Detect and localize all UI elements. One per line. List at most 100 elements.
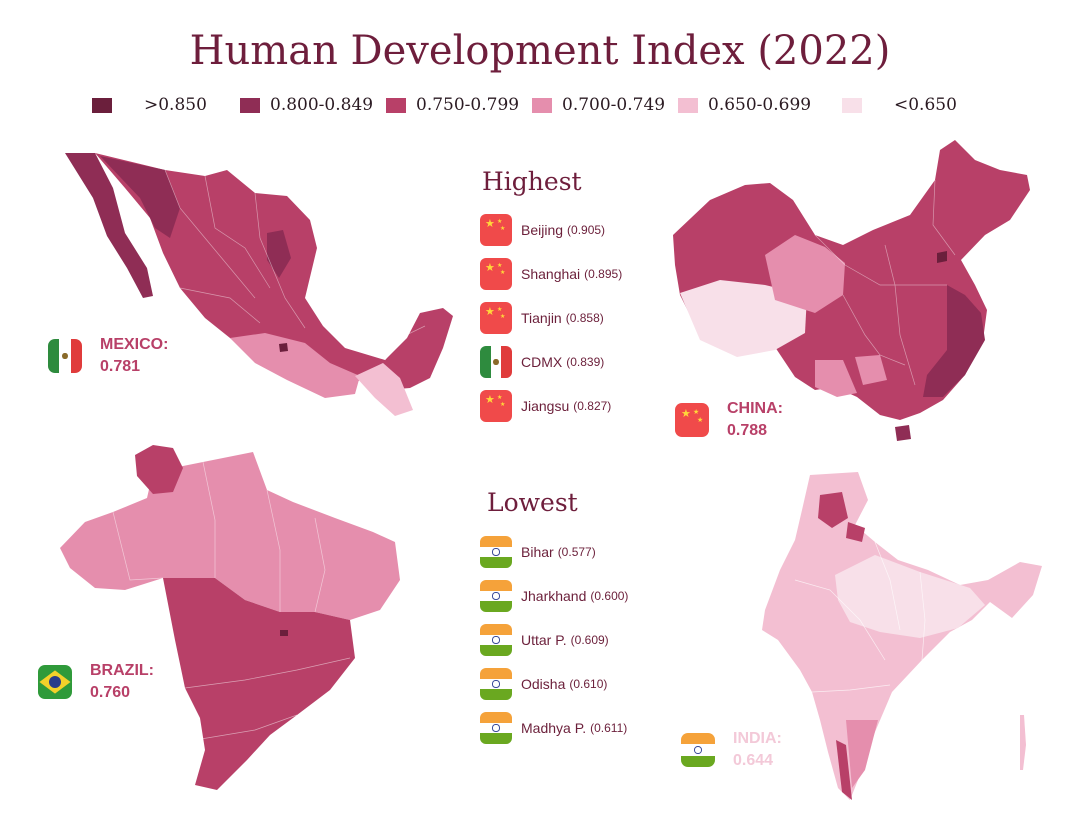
- india-flag-icon: [480, 668, 512, 700]
- brazil-state-borders: [112, 461, 351, 741]
- india-kerala: [836, 740, 852, 800]
- india-flag-icon: [480, 580, 512, 612]
- china-flag-icon: ★ ★ ★: [480, 214, 512, 246]
- region-value: (0.600): [590, 589, 629, 603]
- legend-label: 0.800-0.849: [270, 95, 374, 115]
- legend-swatch: [842, 97, 862, 113]
- list-item: Jharkhand (0.600): [480, 579, 628, 613]
- china-flag-icon: ★ ★ ★: [480, 302, 512, 334]
- region-value: (0.839): [566, 355, 605, 369]
- region-name: Bihar: [521, 544, 554, 560]
- india-map: [762, 472, 1042, 800]
- china-badge: ★ ★ ★ CHINA: 0.788: [675, 398, 783, 442]
- region-value: (0.610): [569, 677, 608, 691]
- china-yunnan: [815, 360, 857, 397]
- india-andaman-islands: [1020, 715, 1026, 770]
- india-deccan: [812, 650, 885, 710]
- legend-item: >0.850: [92, 92, 207, 118]
- china-hainan: [895, 425, 911, 441]
- list-item: Bihar (0.577): [480, 535, 596, 569]
- mexico-north-dark: [100, 156, 180, 238]
- list-item: Odisha (0.610): [480, 667, 607, 701]
- country-label: CHINA: 0.788: [727, 398, 783, 442]
- mexico-flag-icon: [480, 346, 512, 378]
- region-name: Shanghai: [521, 266, 581, 282]
- mexico-nuevo-leon: [267, 230, 291, 278]
- brazil-map: [60, 445, 400, 790]
- india-mainland: [762, 472, 1042, 800]
- legend-item: 0.650-0.699: [678, 92, 811, 118]
- china-east-coast: [923, 285, 985, 397]
- legend-swatch: [92, 97, 112, 113]
- brazil-flag-icon: [38, 665, 72, 699]
- mexico-south-light: [230, 333, 360, 398]
- country-name: MEXICO:: [100, 336, 169, 353]
- country-hdi: 0.644: [733, 752, 774, 769]
- brazil-north: [60, 452, 400, 620]
- region-value: (0.611): [590, 721, 628, 735]
- legend-label: 0.700-0.749: [562, 95, 666, 115]
- region-value: (0.858): [565, 311, 604, 325]
- india-state-borders: [794, 541, 926, 693]
- china-guizhou: [855, 355, 887, 385]
- china-flag-icon: ★ ★ ★: [480, 258, 512, 290]
- region-name: Madhya P.: [521, 720, 587, 736]
- brazil-distrito-federal: [280, 630, 288, 636]
- legend-swatch: [240, 97, 260, 113]
- legend-item: <0.650: [842, 92, 957, 118]
- legend-swatch: [386, 97, 406, 113]
- mexico-cdmx: [279, 343, 288, 352]
- legend-label: 0.750-0.799: [416, 95, 520, 115]
- india-tamil-nadu: [846, 720, 878, 788]
- legend-swatch: [532, 97, 552, 113]
- legend-label: >0.850: [144, 95, 207, 115]
- country-name: INDIA:: [733, 730, 782, 747]
- mexico-map: [65, 153, 453, 416]
- region-value: (0.905): [567, 223, 606, 237]
- list-item: ★ ★ ★ Jiangsu (0.827): [480, 389, 611, 423]
- lowest-title: Lowest: [487, 488, 578, 517]
- brazil-roraima: [135, 445, 183, 494]
- india-flag-icon: [480, 624, 512, 656]
- list-item: ★ ★ ★ Beijing (0.905): [480, 213, 605, 247]
- list-item: ★ ★ ★ Tianjin (0.858): [480, 301, 604, 335]
- legend-swatch: [678, 97, 698, 113]
- brazil-badge: BRAZIL: 0.760: [38, 660, 154, 704]
- list-item: Madhya P. (0.611): [480, 711, 627, 745]
- region-value: (0.577): [557, 545, 596, 559]
- india-flag-icon: [681, 733, 715, 767]
- china-map: [673, 140, 1030, 441]
- china-beijing: [937, 251, 947, 263]
- country-label: INDIA: 0.644: [733, 728, 782, 772]
- mexico-badge: MEXICO: 0.781: [48, 334, 168, 378]
- country-hdi: 0.760: [90, 684, 131, 701]
- region-name: Jiangsu: [521, 398, 570, 414]
- legend: >0.850 0.800-0.849 0.750-0.799 0.700-0.7…: [90, 92, 990, 118]
- country-label: MEXICO: 0.781: [100, 334, 168, 378]
- country-label: BRAZIL: 0.760: [90, 660, 154, 704]
- region-value: (0.609): [570, 633, 609, 647]
- china-flag-icon: ★ ★ ★: [675, 403, 709, 437]
- list-item: ★ ★ ★ Shanghai (0.895): [480, 257, 622, 291]
- legend-label: 0.650-0.699: [708, 95, 812, 115]
- chart-title: Human Development Index (2022): [189, 28, 891, 74]
- legend-item: 0.750-0.799: [386, 92, 519, 118]
- legend-item: 0.700-0.749: [532, 92, 665, 118]
- mexico-flag-icon: [48, 339, 82, 373]
- region-name: CDMX: [521, 354, 563, 370]
- region-name: Uttar P.: [521, 632, 567, 648]
- mexico-baja-peninsula: [65, 153, 153, 298]
- india-himachal: [846, 522, 865, 542]
- legend-item: 0.800-0.849: [240, 92, 373, 118]
- country-name: BRAZIL:: [90, 662, 154, 679]
- region-value: (0.895): [584, 267, 623, 281]
- country-name: CHINA:: [727, 400, 783, 417]
- region-name: Jharkhand: [521, 588, 587, 604]
- region-name: Odisha: [521, 676, 566, 692]
- legend-label: <0.650: [894, 95, 957, 115]
- india-flag-icon: [480, 536, 512, 568]
- mexico-southeast-pale: [355, 363, 413, 416]
- mexico-state-borders: [164, 169, 426, 361]
- list-item: Uttar P. (0.609): [480, 623, 609, 657]
- region-name: Beijing: [521, 222, 564, 238]
